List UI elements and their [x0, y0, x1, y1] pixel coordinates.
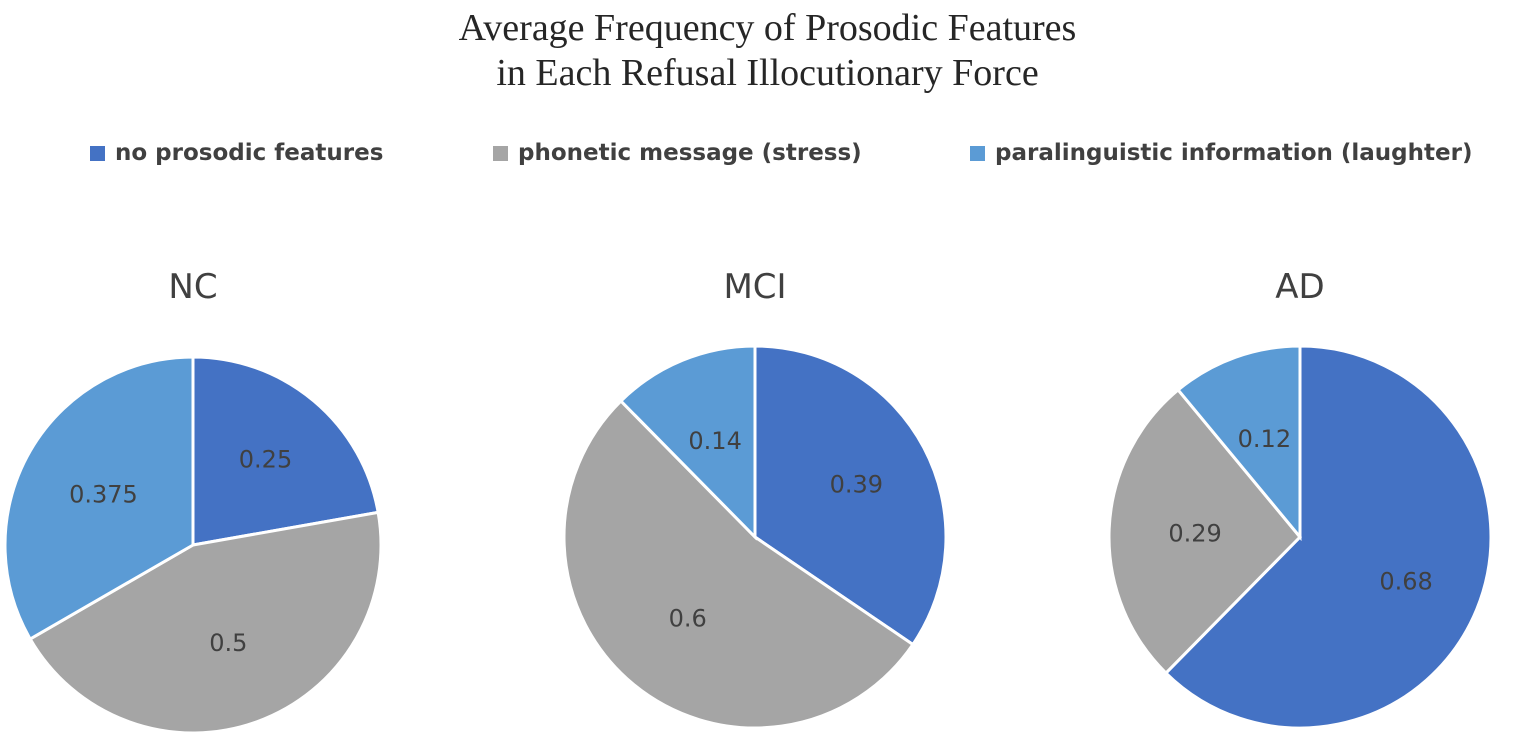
pie-nc: NC 0.25 0.5 0.375 — [3, 267, 383, 735]
pie-title-ad: AD — [1275, 267, 1324, 307]
legend: no prosodic features phonetic message (s… — [0, 140, 1535, 180]
chart-title: Average Frequency of Prosodic Features i… — [0, 6, 1535, 96]
legend-swatch-phonetic — [493, 145, 508, 161]
legend-item-paralinguistic: paralinguistic information (laughter) — [970, 140, 1472, 166]
pie-title-nc: NC — [168, 267, 217, 307]
legend-item-phonetic: phonetic message (stress) — [493, 140, 862, 166]
slice-label-nc-2: 0.375 — [69, 480, 138, 508]
pie-slice-ad-0 — [1163, 344, 1493, 730]
slice-label-ad-0: 0.68 — [1379, 567, 1432, 595]
legend-item-no-prosodic: no prosodic features — [90, 140, 383, 166]
pie-title-mci: MCI — [723, 267, 786, 307]
pie-slice-mci-1 — [562, 398, 915, 730]
legend-label-paralinguistic: paralinguistic information (laughter) — [995, 140, 1473, 166]
legend-swatch-paralinguistic — [970, 145, 985, 161]
slice-label-nc-0: 0.25 — [239, 446, 292, 474]
slice-label-ad-1: 0.29 — [1168, 519, 1221, 547]
slice-label-mci-0: 0.39 — [830, 470, 883, 498]
legend-label-no-prosodic: no prosodic features — [115, 140, 384, 166]
pie-slice-mci-2 — [618, 344, 757, 541]
chart-title-line-2: in Each Refusal Illocutionary Force — [496, 52, 1039, 94]
pie-slice-nc-1 — [28, 510, 383, 735]
slice-label-nc-1: 0.5 — [209, 629, 247, 657]
legend-label-phonetic: phonetic message (stress) — [518, 140, 862, 166]
slice-label-mci-2: 0.14 — [688, 427, 741, 455]
pie-slice-nc-0 — [191, 355, 380, 547]
pie-mci: MCI 0.39 0.6 0.14 — [562, 267, 948, 730]
legend-swatch-no-prosodic — [90, 145, 105, 161]
pie-slice-ad-1 — [1107, 387, 1303, 676]
pie-slice-ad-2 — [1176, 344, 1302, 542]
slice-label-mci-1: 0.6 — [669, 605, 707, 633]
chart-title-line-1: Average Frequency of Prosodic Features — [458, 7, 1077, 49]
pie-slice-mci-0 — [753, 344, 948, 647]
pie-slice-nc-2 — [3, 355, 195, 642]
slice-label-ad-2: 0.12 — [1238, 425, 1291, 453]
pie-ad: AD 0.68 0.29 0.12 — [1107, 267, 1493, 730]
